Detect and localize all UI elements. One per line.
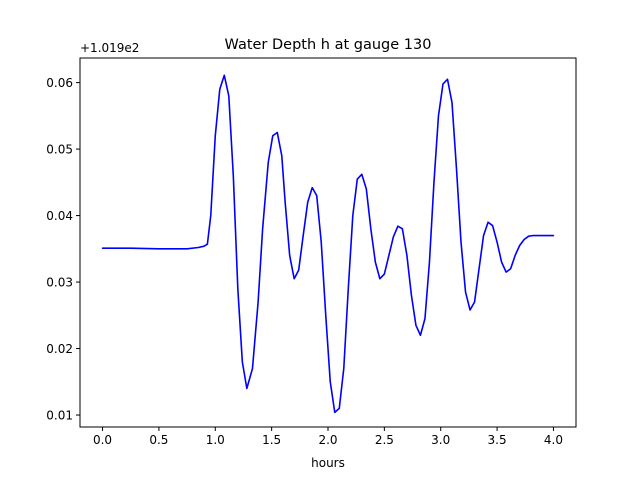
x-tick-label: 1.0 — [206, 433, 225, 447]
x-tick-label: 3.5 — [488, 433, 507, 447]
y-tick-label: 0.01 — [46, 409, 73, 423]
plot-area: 0.0 0.5 1.0 1.5 2.0 2.5 3.0 3.5 4.0 0.01 0.02 0.03 0… — [46, 57, 577, 447]
y-offset-text: +1.019e2 — [80, 41, 139, 55]
y-tick-label: 0.03 — [46, 276, 73, 290]
chart-title: Water Depth h at gauge 130 — [225, 37, 432, 53]
y-tick-label: 0.02 — [46, 342, 73, 356]
x-tick-label: 2.0 — [318, 433, 337, 447]
x-axis-label: hours — [311, 456, 345, 470]
x-tick-label: 2.5 — [375, 433, 394, 447]
x-tick-label: 0.5 — [149, 433, 168, 447]
x-tick-label: 4.0 — [544, 433, 563, 447]
series-line-0 — [101, 74, 555, 414]
y-tick-label: 0.06 — [46, 76, 73, 90]
x-tick-label: 1.5 — [262, 433, 281, 447]
x-tick-label: 3.0 — [431, 433, 450, 447]
y-tick-label: 0.05 — [46, 143, 73, 157]
x-tick-label: 0.0 — [93, 433, 112, 447]
y-tick-label: 0.04 — [46, 209, 73, 223]
